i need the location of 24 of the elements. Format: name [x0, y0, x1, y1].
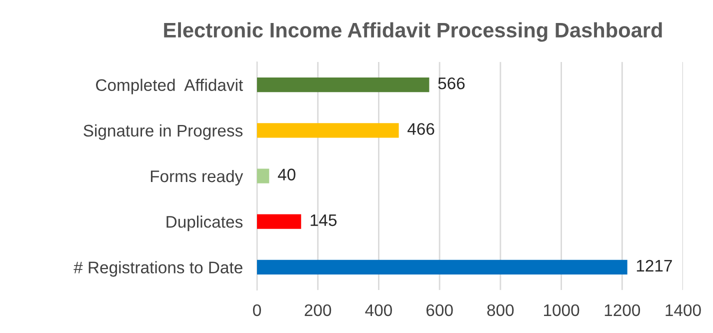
y-tick-label: Duplicates — [166, 216, 243, 232]
bar — [257, 214, 302, 229]
bar — [257, 168, 270, 184]
bar — [257, 123, 399, 138]
bar — [257, 78, 430, 92]
y-tick-label: # Registrations to Date — [74, 261, 242, 277]
data-label: 145 — [310, 214, 337, 226]
x-tick-label: 800 — [487, 304, 514, 316]
y-tick-label: Completed Affidavit — [96, 78, 243, 94]
x-tick-label: 600 — [426, 304, 453, 316]
y-tick-label: Signature in Progress — [84, 124, 243, 140]
chart-title: Electronic Income Affidavit Processing Dashboard — [164, 22, 662, 42]
data-label: 466 — [408, 123, 434, 135]
data-label: 566 — [438, 77, 465, 90]
x-tick-label: 1000 — [544, 304, 580, 316]
x-tick-label: 1400 — [666, 304, 701, 316]
y-tick-label: Forms ready — [150, 170, 244, 186]
data-label: 1217 — [636, 260, 672, 272]
x-tick-label: 400 — [365, 304, 392, 316]
bar — [257, 260, 628, 274]
x-tick-label: 0 — [253, 304, 261, 316]
x-tick-label: 1200 — [604, 304, 640, 316]
data-label: 40 — [278, 168, 296, 180]
x-tick-label: 200 — [304, 304, 332, 316]
